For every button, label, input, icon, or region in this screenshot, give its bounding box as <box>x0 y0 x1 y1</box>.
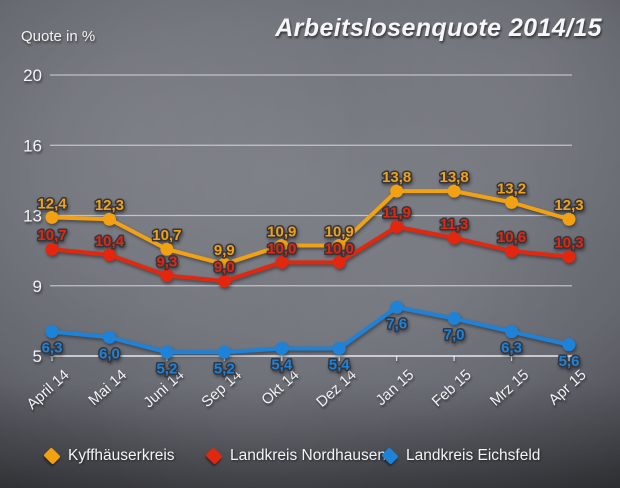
value-label: 5,4 <box>271 357 293 374</box>
value-label: 10,4 <box>95 233 125 250</box>
value-label: 11,3 <box>440 216 468 233</box>
value-label: 10,0 <box>325 240 354 257</box>
value-label: 12,4 <box>37 195 67 212</box>
x-tick-label: April 14 <box>24 366 73 413</box>
legend-item-kyffhaeuserkreis: Kyffhäuserkreis <box>43 447 175 465</box>
data-point <box>562 212 576 226</box>
value-label: 13,8 <box>440 169 469 186</box>
value-label: 5,6 <box>559 353 580 370</box>
value-label: 7,6 <box>386 315 407 332</box>
data-point <box>102 330 116 344</box>
y-tick-label: 9 <box>33 277 42 296</box>
series-marker-diamond-icon <box>205 447 223 465</box>
value-label: 10,9 <box>267 223 296 240</box>
value-label: 5,4 <box>329 357 351 374</box>
value-label: 10,9 <box>325 223 354 240</box>
series-marker-diamond-icon <box>381 447 399 465</box>
data-point <box>332 342 346 356</box>
value-label: 6,3 <box>501 340 522 357</box>
series-landkreis-eichsfeld: 6,3 6,0 5,2 5,2 5,4 5,4 7,6 7,0 6,3 5,6 <box>40 300 581 379</box>
data-point <box>390 220 404 234</box>
series-landkreis-nordhausen: 10,7 10,4 9,3 9,0 10,0 10,0 11,9 11,3 10,6 10,3 <box>36 203 585 288</box>
value-label: 13,8 <box>382 169 411 186</box>
data-point <box>275 255 289 269</box>
data-point <box>447 231 461 245</box>
x-tick-label: Feb 15 <box>429 366 475 410</box>
legend-item-landkreis-nordhausen: Landkreis Nordhausen <box>205 447 386 465</box>
value-label: 6,0 <box>99 345 120 362</box>
data-point <box>447 184 461 198</box>
value-label: 9,9 <box>214 242 235 259</box>
data-point <box>45 325 59 339</box>
value-label: 6,3 <box>42 340 63 357</box>
value-label: 13,2 <box>497 180 526 197</box>
data-point <box>102 212 116 226</box>
data-point <box>562 250 576 264</box>
value-label: 9,0 <box>214 259 235 276</box>
value-label: 10,3 <box>554 235 583 252</box>
data-point <box>160 345 174 359</box>
legend-label: Landkreis Eichsfeld <box>406 447 541 464</box>
series-line <box>50 189 571 267</box>
data-point <box>217 257 231 271</box>
data-point <box>160 242 174 256</box>
value-label: 12,3 <box>95 197 124 214</box>
data-point <box>505 325 519 339</box>
value-label: 10,6 <box>497 229 526 246</box>
value-label: 9,3 <box>156 253 177 270</box>
data-point <box>45 242 59 256</box>
value-label: 5,2 <box>214 360 235 377</box>
data-point <box>505 195 519 209</box>
data-point <box>447 312 461 326</box>
series-kyffh-userkreis: 12,4 12,3 10,7 9,9 10,9 10,9 13,8 13,8 13,2 12,3 <box>36 168 585 271</box>
data-point <box>390 184 404 198</box>
x-axis-tick-labels: April 14 Mai 14 Juni 14 Sep 14 Okt 14 Dez 14 J… <box>24 356 590 413</box>
data-point <box>390 300 404 314</box>
series-line <box>50 305 571 355</box>
data-point <box>562 338 576 352</box>
value-label: 10,7 <box>37 227 66 244</box>
data-point <box>275 238 289 252</box>
value-label: 10,7 <box>152 227 181 244</box>
legend-item-landkreis-eichsfeld: Landkreis Eichsfeld <box>381 447 541 465</box>
data-point <box>217 345 231 359</box>
data-point <box>505 244 519 258</box>
y-tick-label: 16 <box>23 136 42 155</box>
x-tick-label: Mrz 15 <box>487 366 532 409</box>
data-point <box>217 274 231 288</box>
value-label: 7,0 <box>444 327 465 344</box>
y-tick-label: 13 <box>23 207 42 226</box>
x-tick-label: Apr 15 <box>545 366 589 408</box>
series-line <box>50 224 571 284</box>
value-label: 10,0 <box>267 240 296 257</box>
value-label: 12,3 <box>554 197 583 214</box>
data-point <box>332 255 346 269</box>
data-point <box>275 342 289 356</box>
data-point <box>160 268 174 282</box>
legend-label: Kyffhäuserkreis <box>68 447 175 464</box>
value-label: 5,2 <box>156 360 177 377</box>
data-point <box>332 238 346 252</box>
value-label: 11,9 <box>382 205 410 222</box>
y-tick-label: 20 <box>23 66 42 85</box>
gridlines <box>50 74 572 357</box>
y-axis-title: Quote in % <box>21 28 96 45</box>
x-tick-label: Mai 14 <box>85 366 130 409</box>
y-axis-tick-labels: 20 16 13 9 5 <box>23 66 42 366</box>
chart-title: Arbeitslosenquote 2014/15 <box>275 14 602 42</box>
x-tick-label: Jan 15 <box>372 366 417 409</box>
series-marker-diamond-icon <box>43 447 61 465</box>
legend-label: Landkreis Nordhausen <box>230 447 386 464</box>
data-point <box>45 210 59 224</box>
y-tick-label: 5 <box>33 347 42 366</box>
data-point <box>102 248 116 262</box>
